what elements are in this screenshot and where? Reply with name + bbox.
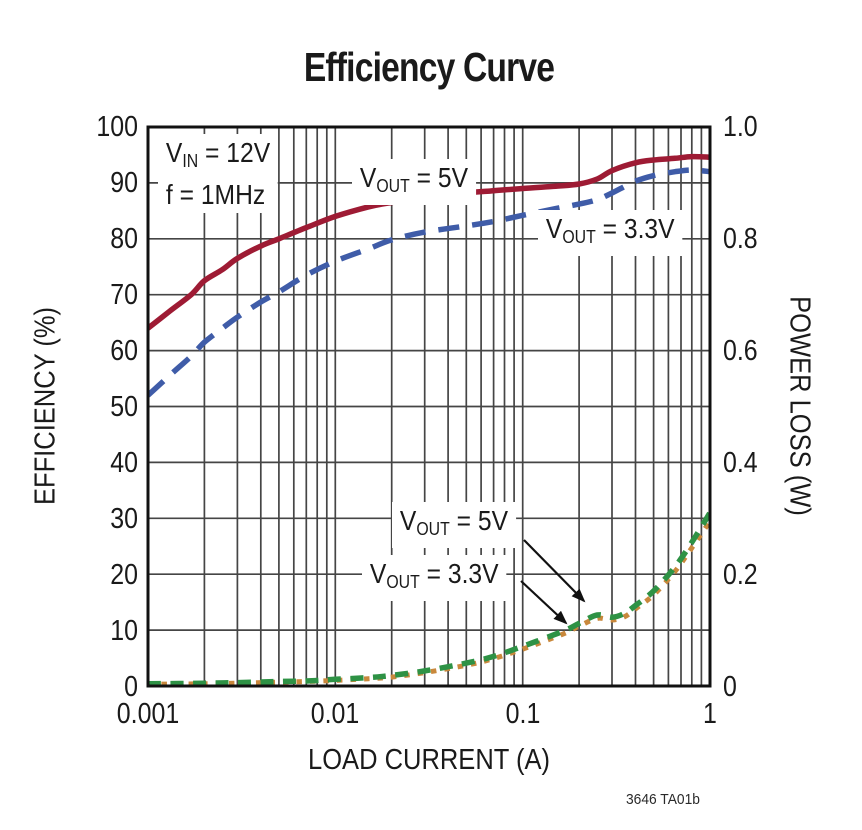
x-tick-0.001: 0.001 (116, 698, 180, 730)
figure-number: 3646 TA01b (626, 791, 700, 808)
condition-vin: VIN = 12V (165, 137, 271, 171)
x-tick-0.01: 0.01 (310, 698, 360, 730)
power-loss-5v-label: VOUT = 5V (392, 502, 516, 548)
conditions-annotation: VIN = 12V f = 1MHz (158, 134, 279, 213)
y-right-tick-1.0: 1.0 (723, 111, 758, 143)
y-right-tick-0.8: 0.8 (723, 223, 758, 255)
y-left-tick-30: 30 (110, 503, 138, 535)
y-axis-right-title: POWER LOSS (W) (783, 296, 816, 516)
y-left-tick-20: 20 (110, 559, 138, 591)
y-left-tick-60: 60 (110, 335, 138, 367)
y-left-tick-10: 10 (110, 615, 138, 647)
y-right-tick-0: 0 (723, 671, 737, 703)
y-left-tick-40: 40 (110, 447, 138, 479)
y-right-tick-0.2: 0.2 (723, 559, 758, 591)
efficiency-5v-label: VOUT = 5V (352, 159, 476, 205)
efficiency-3v3-label: VOUT = 3.3V (538, 210, 683, 256)
y-left-tick-50: 50 (110, 391, 138, 423)
y-left-tick-0: 0 (124, 671, 138, 703)
y-left-tick-70: 70 (110, 279, 138, 311)
y-left-tick-100: 100 (96, 111, 138, 143)
condition-freq: f = 1MHz (165, 179, 266, 210)
x-axis-title: LOAD CURRENT (A) (308, 744, 550, 776)
chart-title: Efficiency Curve (303, 44, 555, 90)
x-tick-1: 1 (703, 698, 717, 730)
y-left-tick-80: 80 (110, 223, 138, 255)
x-tick-0.1: 0.1 (505, 698, 541, 730)
y-left-tick-90: 90 (110, 167, 138, 199)
power-loss-3v3-label: VOUT = 3.3V (362, 555, 507, 601)
y-right-tick-0.4: 0.4 (723, 447, 758, 479)
y-axis-left-title: EFFICIENCY (%) (29, 306, 62, 506)
y-right-tick-0.6: 0.6 (723, 335, 758, 367)
